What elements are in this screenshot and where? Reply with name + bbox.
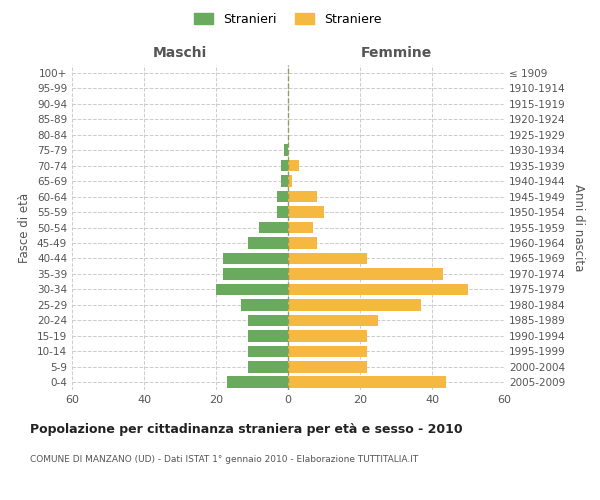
- Y-axis label: Fasce di età: Fasce di età: [19, 192, 31, 262]
- Bar: [216, 284, 288, 295]
- Bar: [288, 160, 299, 172]
- Bar: [288, 284, 468, 295]
- Bar: [288, 330, 367, 342]
- Bar: [248, 361, 288, 372]
- Bar: [259, 222, 288, 234]
- Bar: [288, 346, 367, 357]
- Bar: [281, 160, 288, 172]
- Bar: [288, 268, 443, 280]
- Bar: [281, 176, 288, 187]
- Text: Maschi: Maschi: [153, 46, 207, 60]
- Bar: [288, 361, 367, 372]
- Bar: [288, 376, 446, 388]
- Bar: [288, 237, 317, 249]
- Bar: [223, 252, 288, 264]
- Legend: Stranieri, Straniere: Stranieri, Straniere: [191, 9, 385, 29]
- Bar: [277, 206, 288, 218]
- Text: COMUNE DI MANZANO (UD) - Dati ISTAT 1° gennaio 2010 - Elaborazione TUTTITALIA.IT: COMUNE DI MANZANO (UD) - Dati ISTAT 1° g…: [30, 455, 418, 464]
- Bar: [277, 190, 288, 202]
- Bar: [288, 252, 367, 264]
- Bar: [284, 144, 288, 156]
- Bar: [248, 237, 288, 249]
- Text: Popolazione per cittadinanza straniera per età e sesso - 2010: Popolazione per cittadinanza straniera p…: [30, 422, 463, 436]
- Bar: [248, 330, 288, 342]
- Bar: [248, 314, 288, 326]
- Bar: [288, 314, 378, 326]
- Bar: [241, 299, 288, 310]
- Bar: [288, 190, 317, 202]
- Bar: [248, 346, 288, 357]
- Bar: [227, 376, 288, 388]
- Y-axis label: Anni di nascita: Anni di nascita: [572, 184, 585, 271]
- Text: Femmine: Femmine: [361, 46, 431, 60]
- Bar: [288, 176, 292, 187]
- Bar: [223, 268, 288, 280]
- Bar: [288, 299, 421, 310]
- Bar: [288, 222, 313, 234]
- Bar: [288, 206, 324, 218]
